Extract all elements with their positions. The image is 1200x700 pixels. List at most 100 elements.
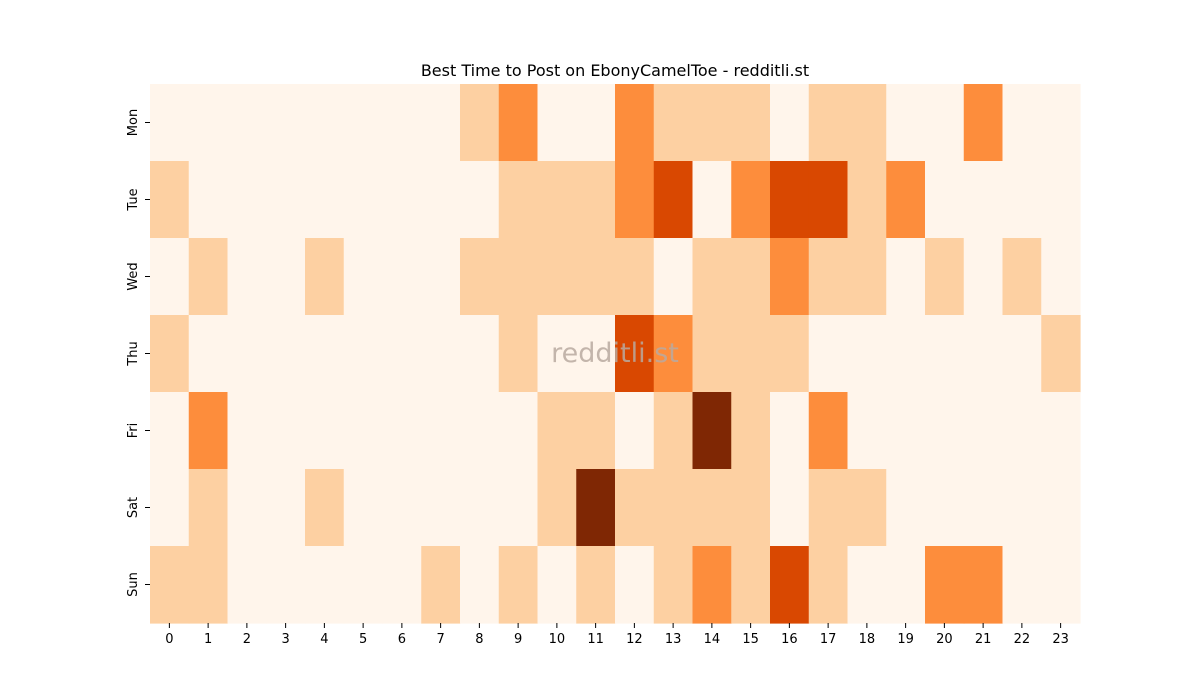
heatmap-cell-thu-6 [382, 315, 422, 393]
heatmap-cell-mon-11 [576, 84, 616, 162]
heatmap-cell-fri-20 [925, 392, 965, 470]
heatmap-cell-fri-7 [421, 392, 461, 470]
heatmap-cell-mon-15 [731, 84, 771, 162]
heatmap-cell-sat-20 [925, 469, 965, 547]
heatmap-cell-wed-19 [886, 238, 926, 316]
heatmap-cell-thu-9 [498, 315, 539, 393]
x-tick-label: 5 [359, 632, 367, 647]
heatmap-cell-fri-2 [227, 392, 267, 470]
heatmap-cell-wed-23 [1041, 238, 1081, 316]
heatmap-cell-thu-17 [808, 315, 849, 393]
y-tick-label: Thu [126, 341, 141, 366]
heatmap-cell-sun-21 [963, 546, 1004, 624]
x-tick-label: 15 [742, 632, 759, 647]
x-tick-label: 10 [549, 632, 566, 647]
heatmap-cell-wed-1 [188, 238, 229, 316]
heatmap-cell-sat-23 [1041, 469, 1081, 547]
heatmap-cell-tue-5 [343, 161, 384, 239]
heatmap-cell-mon-7 [421, 84, 461, 162]
heatmap-cell-thu-20 [925, 315, 965, 393]
x-tick-label: 16 [781, 632, 798, 647]
heatmap-cell-tue-20 [925, 161, 965, 239]
heatmap-cell-mon-4 [305, 84, 345, 162]
heatmap-cell-sat-22 [1002, 469, 1042, 547]
heatmap-cell-fri-0 [150, 392, 190, 470]
x-tick-label: 19 [897, 632, 914, 647]
heatmap-cell-wed-20 [925, 238, 965, 316]
heatmap-cell-sat-2 [227, 469, 267, 547]
heatmap-cell-fri-8 [460, 392, 500, 470]
heatmap-cell-mon-10 [537, 84, 577, 162]
heatmap-cell-fri-6 [382, 392, 422, 470]
heatmap-cell-thu-11 [576, 315, 616, 393]
heatmap-cell-sun-19 [886, 546, 926, 624]
heatmap-cell-tue-6 [382, 161, 422, 239]
watermark: redditli.st [551, 338, 679, 369]
heatmap-cell-sat-17 [808, 469, 849, 547]
x-tick-label: 18 [859, 632, 876, 647]
heatmap-cell-mon-0 [150, 84, 190, 162]
heatmap-cell-tue-3 [266, 161, 306, 239]
heatmap-cell-sat-6 [382, 469, 422, 547]
heatmap-cell-fri-13 [653, 392, 694, 470]
heatmap-cell-wed-21 [963, 238, 1004, 316]
heatmap-cell-mon-20 [925, 84, 965, 162]
heatmap-cell-sun-0 [150, 546, 190, 624]
heatmap-cell-wed-11 [576, 238, 616, 316]
heatmap-cell-tue-18 [847, 161, 887, 239]
heatmap-cell-wed-2 [227, 238, 267, 316]
heatmap-cell-thu-16 [770, 315, 810, 393]
heatmap-cell-sun-8 [460, 546, 500, 624]
heatmap-cell-sun-14 [692, 546, 732, 624]
heatmap-cell-wed-8 [460, 238, 500, 316]
x-tick-label: 0 [165, 632, 173, 647]
heatmap-cell-fri-5 [343, 392, 384, 470]
heatmap-cell-fri-22 [1002, 392, 1042, 470]
x-tick-label: 23 [1052, 632, 1069, 647]
heatmap-cell-mon-23 [1041, 84, 1081, 162]
heatmap-cell-tue-11 [576, 161, 616, 239]
heatmap-cell-tue-16 [770, 161, 810, 239]
heatmap-cell-sat-14 [692, 469, 732, 547]
x-tick-label: 2 [243, 632, 251, 647]
heatmap-cell-sat-16 [770, 469, 810, 547]
heatmap-cell-wed-18 [847, 238, 887, 316]
heatmap-cell-wed-16 [770, 238, 810, 316]
y-tick-label: Sat [126, 497, 141, 518]
heatmap-cell-thu-15 [731, 315, 771, 393]
heatmap-cell-fri-9 [498, 392, 539, 470]
heatmap-cell-tue-4 [305, 161, 345, 239]
heatmap-cell-sun-2 [227, 546, 267, 624]
heatmap-cell-sun-1 [188, 546, 229, 624]
heatmap-cell-tue-12 [615, 161, 655, 239]
x-tick-label: 3 [281, 632, 289, 647]
x-tick-label: 20 [936, 632, 953, 647]
heatmap-cell-wed-22 [1002, 238, 1042, 316]
heatmap-cell-fri-19 [886, 392, 926, 470]
heatmap-cell-sat-13 [653, 469, 694, 547]
heatmap-cell-fri-15 [731, 392, 771, 470]
heatmap-cell-wed-4 [305, 238, 345, 316]
x-tick-label: 6 [398, 632, 406, 647]
heatmap-cell-fri-18 [847, 392, 887, 470]
heatmap-cell-mon-17 [808, 84, 849, 162]
heatmap-cell-fri-4 [305, 392, 345, 470]
heatmap-cell-wed-15 [731, 238, 771, 316]
heatmap-cell-thu-23 [1041, 315, 1081, 393]
chart-title: Best Time to Post on EbonyCamelToe - red… [421, 61, 809, 80]
heatmap-cell-wed-3 [266, 238, 306, 316]
heatmap-cell-thu-7 [421, 315, 461, 393]
heatmap-cell-tue-19 [886, 161, 926, 239]
heatmap-cell-wed-7 [421, 238, 461, 316]
heatmap-cell-sat-18 [847, 469, 887, 547]
heatmap-cell-sun-10 [537, 546, 577, 624]
heatmap-cell-mon-9 [498, 84, 539, 162]
heatmap-cell-mon-16 [770, 84, 810, 162]
heatmap-cell-sat-19 [886, 469, 926, 547]
heatmap-cell-sun-22 [1002, 546, 1042, 624]
x-tick-label: 11 [587, 632, 604, 647]
heatmap-cell-tue-14 [692, 161, 732, 239]
heatmap-cell-sat-10 [537, 469, 577, 547]
y-tick-label: Wed [126, 262, 141, 290]
heatmap-cell-sun-7 [421, 546, 461, 624]
